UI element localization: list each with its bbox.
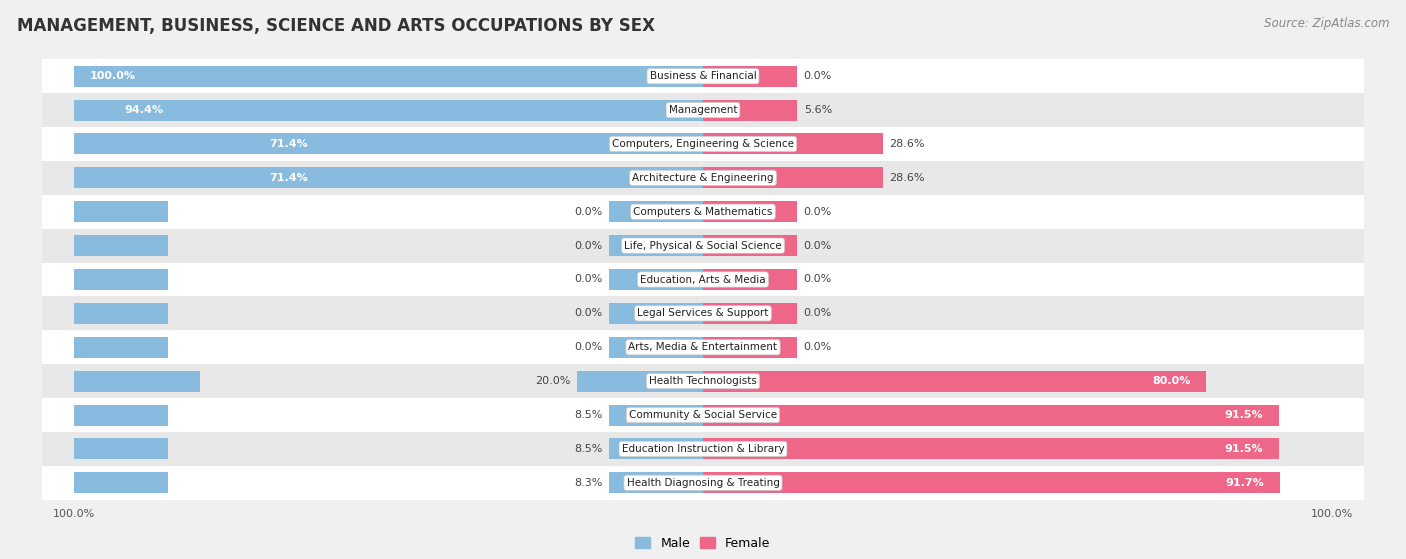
Bar: [73, 371, 200, 392]
Bar: [42, 364, 1364, 398]
Text: 8.5%: 8.5%: [574, 410, 602, 420]
Legend: Male, Female: Male, Female: [630, 532, 776, 555]
Bar: [73, 66, 703, 87]
Bar: [703, 269, 797, 290]
Text: Community & Social Service: Community & Social Service: [628, 410, 778, 420]
Text: 71.4%: 71.4%: [270, 173, 308, 183]
Bar: [73, 303, 169, 324]
Text: 8.5%: 8.5%: [574, 444, 602, 454]
Text: 0.0%: 0.0%: [804, 309, 832, 319]
Bar: [609, 201, 703, 222]
Bar: [703, 303, 797, 324]
Bar: [73, 269, 169, 290]
Text: 100.0%: 100.0%: [90, 71, 135, 81]
Bar: [703, 235, 797, 256]
Bar: [576, 371, 703, 392]
Text: Education Instruction & Library: Education Instruction & Library: [621, 444, 785, 454]
Bar: [42, 59, 1364, 93]
Text: 5.6%: 5.6%: [804, 105, 832, 115]
Text: 28.6%: 28.6%: [889, 139, 925, 149]
Bar: [609, 438, 703, 459]
Bar: [42, 432, 1364, 466]
Text: 80.0%: 80.0%: [1153, 376, 1191, 386]
Bar: [703, 134, 883, 154]
Text: 91.5%: 91.5%: [1225, 444, 1263, 454]
Bar: [703, 337, 797, 358]
Bar: [42, 296, 1364, 330]
Bar: [703, 472, 1279, 493]
Bar: [73, 167, 523, 188]
Text: Business & Financial: Business & Financial: [650, 71, 756, 81]
Bar: [73, 201, 169, 222]
Bar: [73, 100, 668, 121]
Bar: [42, 93, 1364, 127]
Text: MANAGEMENT, BUSINESS, SCIENCE AND ARTS OCCUPATIONS BY SEX: MANAGEMENT, BUSINESS, SCIENCE AND ARTS O…: [17, 17, 655, 35]
Text: Legal Services & Support: Legal Services & Support: [637, 309, 769, 319]
Text: Management: Management: [669, 105, 737, 115]
Bar: [609, 303, 703, 324]
Text: 0.0%: 0.0%: [804, 207, 832, 217]
Text: Education, Arts & Media: Education, Arts & Media: [640, 274, 766, 285]
Bar: [73, 134, 523, 154]
Text: 8.3%: 8.3%: [574, 478, 602, 488]
Bar: [108, 100, 703, 121]
Bar: [609, 269, 703, 290]
Text: 20.0%: 20.0%: [536, 376, 571, 386]
Bar: [73, 66, 703, 87]
Text: Computers & Mathematics: Computers & Mathematics: [633, 207, 773, 217]
Text: 91.5%: 91.5%: [1225, 410, 1263, 420]
Bar: [703, 438, 1279, 459]
Text: Life, Physical & Social Science: Life, Physical & Social Science: [624, 240, 782, 250]
Bar: [42, 263, 1364, 296]
Text: 0.0%: 0.0%: [804, 240, 832, 250]
Text: 71.4%: 71.4%: [270, 139, 308, 149]
Text: Arts, Media & Entertainment: Arts, Media & Entertainment: [628, 342, 778, 352]
Text: 0.0%: 0.0%: [574, 240, 602, 250]
Text: Architecture & Engineering: Architecture & Engineering: [633, 173, 773, 183]
Bar: [42, 229, 1364, 263]
Bar: [703, 201, 797, 222]
Bar: [703, 167, 883, 188]
Bar: [609, 337, 703, 358]
Text: 0.0%: 0.0%: [804, 342, 832, 352]
Text: 0.0%: 0.0%: [574, 274, 602, 285]
Text: 0.0%: 0.0%: [804, 274, 832, 285]
Bar: [73, 337, 169, 358]
Bar: [609, 405, 703, 425]
Text: 0.0%: 0.0%: [574, 342, 602, 352]
Bar: [253, 134, 703, 154]
Bar: [42, 127, 1364, 161]
Text: 0.0%: 0.0%: [804, 71, 832, 81]
Bar: [609, 472, 703, 493]
Text: 28.6%: 28.6%: [889, 173, 925, 183]
Bar: [253, 167, 703, 188]
Bar: [73, 438, 169, 459]
Bar: [703, 100, 797, 121]
Bar: [703, 405, 1279, 425]
Text: Health Diagnosing & Treating: Health Diagnosing & Treating: [627, 478, 779, 488]
Text: Computers, Engineering & Science: Computers, Engineering & Science: [612, 139, 794, 149]
Text: 91.7%: 91.7%: [1226, 478, 1264, 488]
Bar: [73, 405, 169, 425]
Text: 94.4%: 94.4%: [125, 105, 163, 115]
Text: Source: ZipAtlas.com: Source: ZipAtlas.com: [1264, 17, 1389, 30]
Bar: [73, 472, 169, 493]
Bar: [73, 235, 169, 256]
Bar: [42, 330, 1364, 364]
Bar: [42, 398, 1364, 432]
Text: Health Technologists: Health Technologists: [650, 376, 756, 386]
Bar: [609, 235, 703, 256]
Bar: [42, 466, 1364, 500]
Text: 0.0%: 0.0%: [574, 207, 602, 217]
Bar: [42, 161, 1364, 195]
Bar: [703, 371, 1206, 392]
Bar: [703, 66, 797, 87]
Bar: [42, 195, 1364, 229]
Text: 0.0%: 0.0%: [574, 309, 602, 319]
